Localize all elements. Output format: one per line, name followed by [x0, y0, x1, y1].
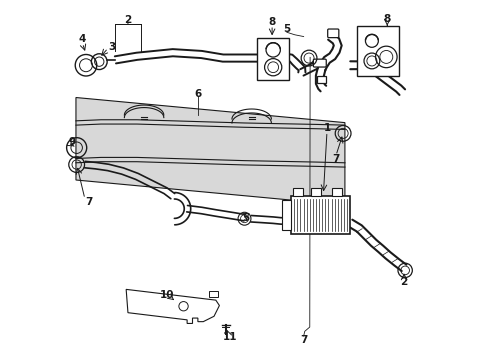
Bar — [257, 39, 289, 80]
Text: 1: 1 — [323, 123, 330, 133]
FancyBboxPatch shape — [313, 59, 325, 67]
Text: 4: 4 — [79, 34, 86, 44]
Text: 3: 3 — [108, 42, 115, 52]
Bar — [290, 196, 349, 234]
Text: 8: 8 — [268, 17, 275, 27]
Polygon shape — [76, 98, 344, 205]
Text: 7: 7 — [299, 334, 307, 345]
FancyBboxPatch shape — [327, 29, 338, 38]
Bar — [332, 188, 342, 196]
Text: 9: 9 — [68, 138, 75, 147]
Bar — [292, 188, 303, 196]
Text: 6: 6 — [194, 89, 201, 99]
Text: 2: 2 — [400, 277, 407, 287]
Bar — [208, 291, 217, 297]
Bar — [316, 76, 325, 83]
Text: 7: 7 — [84, 197, 92, 207]
Bar — [357, 26, 398, 76]
Text: 8: 8 — [383, 14, 390, 24]
Text: 10: 10 — [160, 290, 174, 300]
Text: 11: 11 — [223, 332, 237, 342]
Bar — [310, 188, 320, 196]
Text: 5: 5 — [283, 24, 290, 35]
Text: 2: 2 — [124, 15, 131, 26]
Text: 7: 7 — [331, 154, 339, 164]
Text: 5: 5 — [242, 213, 249, 222]
Bar — [282, 200, 290, 230]
